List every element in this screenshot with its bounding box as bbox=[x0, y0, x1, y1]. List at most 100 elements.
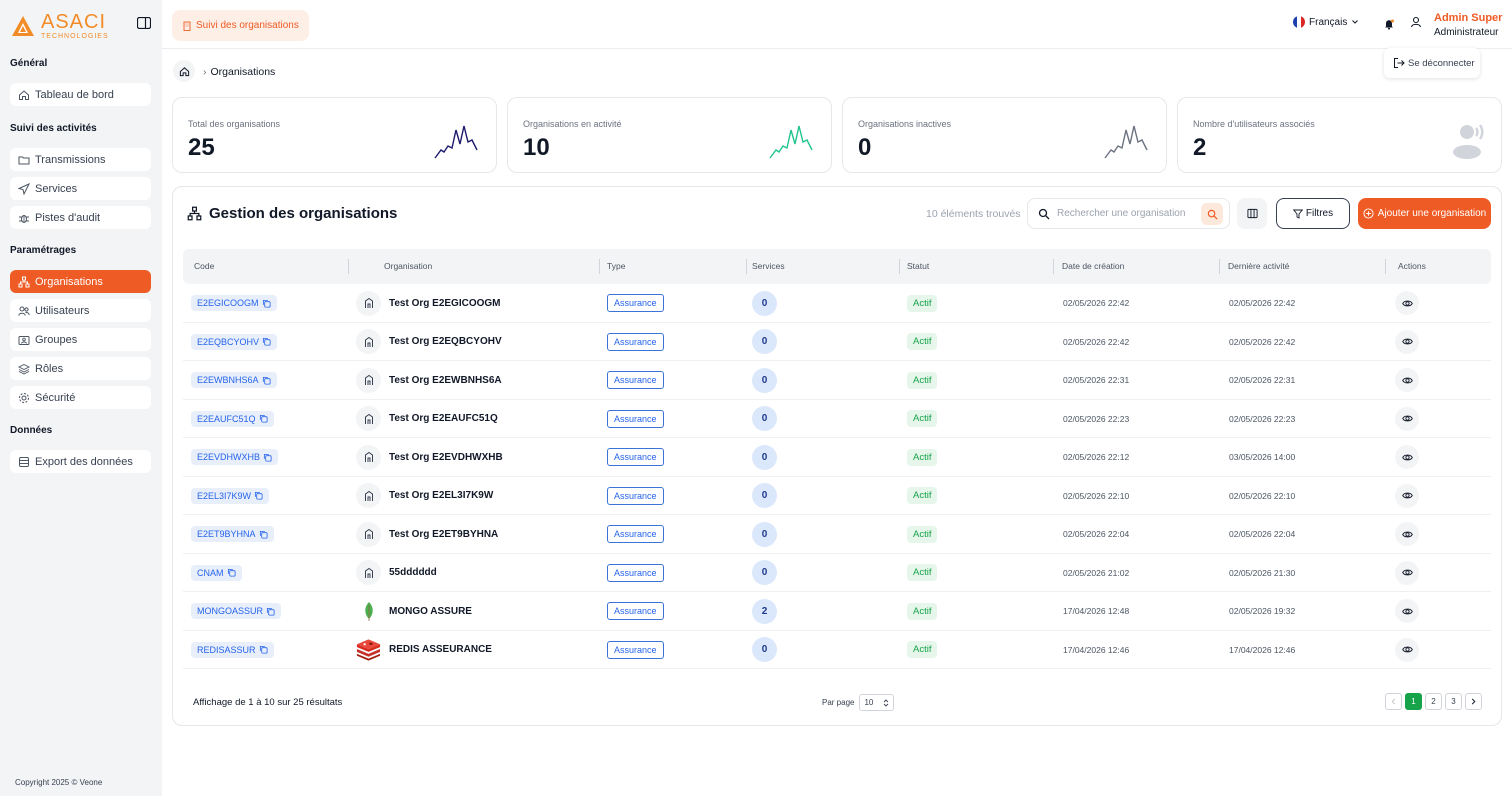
code-cell: E2EL3I7K9W bbox=[191, 477, 270, 515]
code-text: E2EWBNHS6A bbox=[197, 375, 259, 385]
organisation-cell: Test Org E2EAUFC51Q bbox=[356, 400, 498, 438]
services-count: 0 bbox=[752, 367, 777, 393]
stat-value: 10 bbox=[523, 134, 550, 161]
view-button[interactable] bbox=[1395, 599, 1419, 623]
created-date: 02/05/2026 22:23 bbox=[1063, 413, 1130, 424]
code-badge[interactable]: CNAM bbox=[191, 564, 242, 581]
table-row: E2EL3I7K9W Test Org E2EL3I7K9W Assurance 0 A… bbox=[183, 477, 1491, 515]
stat-card-inactive: Organisations inactives 0 bbox=[842, 97, 1167, 173]
code-badge[interactable]: E2EAUFC51Q bbox=[191, 410, 274, 427]
column-header-code[interactable]: Code bbox=[194, 261, 215, 271]
sidebar-item-users[interactable]: Utilisateurs bbox=[10, 299, 151, 322]
type-badge: Assurance bbox=[607, 294, 664, 312]
view-button[interactable] bbox=[1395, 445, 1419, 469]
logout-label: Se déconnecter bbox=[1408, 57, 1475, 69]
copy-icon[interactable] bbox=[254, 491, 263, 500]
copyright: Copyright 2025 © Veone bbox=[15, 778, 103, 787]
last-activity-cell: 03/05/2026 14:00 bbox=[1229, 438, 1295, 476]
sidebar-item-audit[interactable]: Pistes d'audit bbox=[10, 206, 151, 229]
copy-icon[interactable] bbox=[266, 607, 275, 616]
per-page-select[interactable]: 10 bbox=[859, 694, 895, 711]
column-header-services[interactable]: Services bbox=[752, 261, 785, 271]
code-badge[interactable]: MONGOASSUR bbox=[191, 603, 282, 619]
column-header-status[interactable]: Statut bbox=[907, 261, 930, 271]
columns-button[interactable] bbox=[1237, 198, 1267, 229]
column-header-created[interactable]: Date de création bbox=[1062, 261, 1125, 271]
code-cell: E2EWBNHS6A bbox=[191, 361, 277, 399]
view-button[interactable] bbox=[1395, 637, 1419, 662]
code-badge[interactable]: E2ET9BYHNA bbox=[191, 526, 274, 542]
type-cell: Assurance bbox=[607, 323, 664, 361]
view-button[interactable] bbox=[1395, 560, 1419, 585]
user-icon[interactable] bbox=[1408, 14, 1424, 30]
sidebar-item-label: Groupes bbox=[35, 333, 78, 346]
actions-cell bbox=[1395, 361, 1419, 399]
language-selector[interactable]: Français bbox=[1293, 16, 1359, 28]
sidebar-item-roles[interactable]: Rôles bbox=[10, 357, 151, 380]
code-badge[interactable]: E2EVDHWXHB bbox=[191, 449, 279, 465]
view-button[interactable] bbox=[1395, 329, 1419, 354]
group-icon bbox=[18, 335, 30, 345]
organisation-cell: REDIS ASSEURANCE bbox=[356, 631, 492, 669]
copy-icon[interactable] bbox=[262, 376, 271, 385]
code-badge[interactable]: E2EGICOOGM bbox=[191, 295, 277, 311]
view-button[interactable] bbox=[1395, 368, 1419, 392]
logout-icon bbox=[1394, 58, 1405, 68]
page-button-2[interactable]: 2 bbox=[1425, 693, 1442, 710]
organisation-logo bbox=[356, 406, 381, 431]
brand-logo[interactable]: ASACI TECHNOLOGIES bbox=[11, 12, 109, 40]
prev-page-button[interactable] bbox=[1385, 693, 1402, 710]
next-page-button[interactable] bbox=[1465, 693, 1482, 710]
column-header-type[interactable]: Type bbox=[607, 261, 626, 271]
created-cell: 02/05/2026 22:23 bbox=[1063, 400, 1129, 438]
view-button[interactable] bbox=[1395, 522, 1419, 546]
code-badge[interactable]: E2EWBNHS6A bbox=[191, 372, 277, 388]
organisation-cell: 55dddddd bbox=[356, 554, 437, 592]
copy-icon[interactable] bbox=[259, 414, 268, 423]
type-cell: Assurance bbox=[607, 361, 664, 399]
copy-icon[interactable] bbox=[259, 645, 268, 654]
type-badge: Assurance bbox=[607, 563, 664, 582]
bell-icon[interactable] bbox=[1383, 18, 1395, 30]
created-cell: 02/05/2026 22:42 bbox=[1063, 284, 1129, 322]
search-input[interactable] bbox=[1057, 208, 1197, 219]
code-text: E2ET9BYHNA bbox=[197, 529, 256, 539]
plus-circle-icon bbox=[1363, 208, 1374, 219]
page-button-1[interactable]: 1 bbox=[1405, 693, 1422, 710]
sidebar-item-dashboard[interactable]: Tableau de bord bbox=[10, 83, 151, 106]
sidebar-item-organisations[interactable]: Organisations bbox=[10, 270, 151, 293]
organisation-logo bbox=[356, 367, 381, 393]
actions-cell bbox=[1395, 515, 1419, 553]
sidebar-toggle-icon[interactable] bbox=[137, 17, 151, 29]
copy-icon[interactable] bbox=[259, 530, 268, 539]
code-badge[interactable]: E2EL3I7K9W bbox=[191, 487, 270, 504]
logout-button[interactable]: Se déconnecter bbox=[1384, 48, 1480, 78]
sidebar-item-export[interactable]: Export des données bbox=[10, 450, 151, 473]
copy-icon[interactable] bbox=[262, 299, 271, 308]
copy-icon[interactable] bbox=[263, 453, 272, 462]
add-organisation-button[interactable]: Ajouter une organisation bbox=[1358, 198, 1491, 229]
sidebar-item-services[interactable]: Services bbox=[10, 177, 151, 200]
sidebar-item-transmissions[interactable]: Transmissions bbox=[10, 148, 151, 171]
created-cell: 02/05/2026 22:10 bbox=[1063, 477, 1129, 515]
page-button-3[interactable]: 3 bbox=[1445, 693, 1462, 710]
copy-icon[interactable] bbox=[227, 568, 236, 577]
copy-icon[interactable] bbox=[262, 337, 271, 346]
status-cell: Actif bbox=[907, 592, 938, 630]
code-badge[interactable]: E2EQBCYOHV bbox=[191, 333, 278, 350]
breadcrumb-home[interactable] bbox=[173, 60, 195, 82]
search-button[interactable] bbox=[1201, 203, 1223, 225]
user-name[interactable]: Admin Super bbox=[1434, 12, 1503, 24]
column-header-organisation[interactable]: Organisation bbox=[384, 261, 433, 271]
view-button[interactable] bbox=[1395, 406, 1419, 431]
code-cell: REDISASSUR bbox=[191, 631, 274, 669]
mongodb-leaf-icon bbox=[364, 602, 373, 621]
filters-button[interactable]: Filtres bbox=[1276, 198, 1350, 229]
column-header-last-activity[interactable]: Dernière activité bbox=[1228, 261, 1290, 271]
type-badge: Assurance bbox=[607, 448, 664, 466]
sidebar-item-security[interactable]: Sécurité bbox=[10, 386, 151, 409]
sidebar-item-groups[interactable]: Groupes bbox=[10, 328, 151, 351]
view-button[interactable] bbox=[1395, 291, 1419, 315]
code-badge[interactable]: REDISASSUR bbox=[191, 641, 274, 658]
view-button[interactable] bbox=[1395, 483, 1419, 508]
